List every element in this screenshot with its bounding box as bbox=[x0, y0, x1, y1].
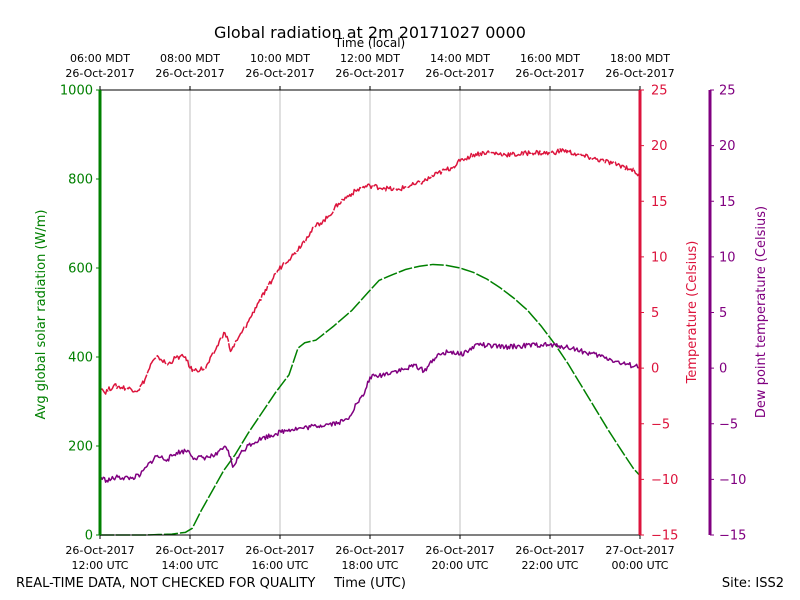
radiation-tick-label: 800 bbox=[68, 173, 93, 188]
footer-left: REAL-TIME DATA, NOT CHECKED FOR QUALITY bbox=[16, 576, 315, 591]
dewpoint-tick-label: −10 bbox=[719, 473, 746, 488]
top-tick-label-time: 06:00 MDT bbox=[70, 52, 130, 65]
x-tick-label-date: 26-Oct-2017 bbox=[65, 544, 134, 557]
x-tick-label-date: 26-Oct-2017 bbox=[335, 544, 404, 557]
dewpoint-tick-label: 15 bbox=[719, 195, 736, 210]
top-tick-label-date: 26-Oct-2017 bbox=[155, 67, 224, 80]
temperature-tick-label: 25 bbox=[651, 84, 668, 99]
chart-title: Global radiation at 2m 20171027 0000 bbox=[214, 23, 526, 42]
top-tick-label-date: 26-Oct-2017 bbox=[65, 67, 134, 80]
temperature-tick-label: 20 bbox=[651, 139, 668, 154]
dewpoint-tick-label: −15 bbox=[719, 529, 746, 544]
dewpoint-tick-label: 25 bbox=[719, 84, 736, 99]
temperature-tick-label: 5 bbox=[651, 306, 659, 321]
radiation-axis-label: Avg global solar radiation (W/m) bbox=[34, 210, 49, 420]
radiation-tick-label: 0 bbox=[85, 529, 93, 544]
x-axis-label: Time (UTC) bbox=[333, 576, 406, 591]
series-group bbox=[99, 148, 641, 536]
top-tick-label-time: 16:00 MDT bbox=[520, 52, 580, 65]
temperature-tick-label: −10 bbox=[651, 473, 678, 488]
top-tick-label-time: 08:00 MDT bbox=[160, 52, 220, 65]
temperature-tick-label: 15 bbox=[651, 195, 668, 210]
temperature-tick-label: 0 bbox=[651, 362, 659, 377]
vertical-grid bbox=[189, 90, 551, 535]
top-tick-label-time: 12:00 MDT bbox=[340, 52, 400, 65]
x-tick-label-time: 14:00 UTC bbox=[161, 559, 218, 572]
temperature-tick-label: 10 bbox=[651, 250, 668, 265]
dewpoint-tick-label: 0 bbox=[719, 362, 727, 377]
temperature-tick-label: −5 bbox=[651, 417, 670, 432]
x-tick-label-time: 00:00 UTC bbox=[611, 559, 668, 572]
temperature-tick-label: −15 bbox=[651, 529, 678, 544]
axes-group: 26-Oct-2017 12:00 UTC 26-Oct-2017 14:00 UTC… bbox=[34, 52, 769, 572]
x-tick-label-time: 12:00 UTC bbox=[71, 559, 128, 572]
top-tick-label-date: 26-Oct-2017 bbox=[245, 67, 314, 80]
dewpoint-tick-label: 20 bbox=[719, 139, 736, 154]
dewpoint-tick-label: 10 bbox=[719, 250, 736, 265]
radiation-tick-label: 400 bbox=[68, 351, 93, 366]
top-tick-label-date: 26-Oct-2017 bbox=[425, 67, 494, 80]
top-tick-label-time: 14:00 MDT bbox=[430, 52, 490, 65]
x-tick-label-date: 26-Oct-2017 bbox=[155, 544, 224, 557]
temperature-series-line bbox=[99, 148, 641, 395]
top-tick-label-time: 10:00 MDT bbox=[250, 52, 310, 65]
radiation-tick-label: 1000 bbox=[60, 84, 93, 99]
x-tick-label-time: 22:00 UTC bbox=[521, 559, 578, 572]
top-tick-label-date: 26-Oct-2017 bbox=[515, 67, 584, 80]
radiation-tick-label: 200 bbox=[68, 440, 93, 455]
temperature-axis-label: Temperature (Celsius) bbox=[685, 241, 700, 385]
radiation-tick-label: 600 bbox=[68, 262, 93, 277]
radiation-series-line bbox=[100, 263, 641, 536]
top-tick-label-date: 26-Oct-2017 bbox=[605, 67, 674, 80]
x-tick-label-date: 27-Oct-2017 bbox=[605, 544, 674, 557]
x-tick-label-time: 18:00 UTC bbox=[341, 559, 398, 572]
x-tick-label-date: 26-Oct-2017 bbox=[425, 544, 494, 557]
x-tick-label-time: 20:00 UTC bbox=[431, 559, 488, 572]
dewpoint-tick-label: 5 bbox=[719, 306, 727, 321]
dewpoint-axis-label: Dew point temperature (Celsius) bbox=[754, 206, 769, 418]
top-axis-label: Time (local) bbox=[334, 36, 406, 50]
top-tick-label-date: 26-Oct-2017 bbox=[335, 67, 404, 80]
x-tick-label-date: 26-Oct-2017 bbox=[515, 544, 584, 557]
x-tick-label-time: 16:00 UTC bbox=[251, 559, 308, 572]
top-tick-label-time: 18:00 MDT bbox=[610, 52, 670, 65]
x-tick-label-date: 26-Oct-2017 bbox=[245, 544, 314, 557]
footer-right: Site: ISS2 bbox=[722, 576, 784, 591]
dewpoint-series-line bbox=[99, 341, 641, 483]
dewpoint-tick-label: −5 bbox=[719, 417, 738, 432]
